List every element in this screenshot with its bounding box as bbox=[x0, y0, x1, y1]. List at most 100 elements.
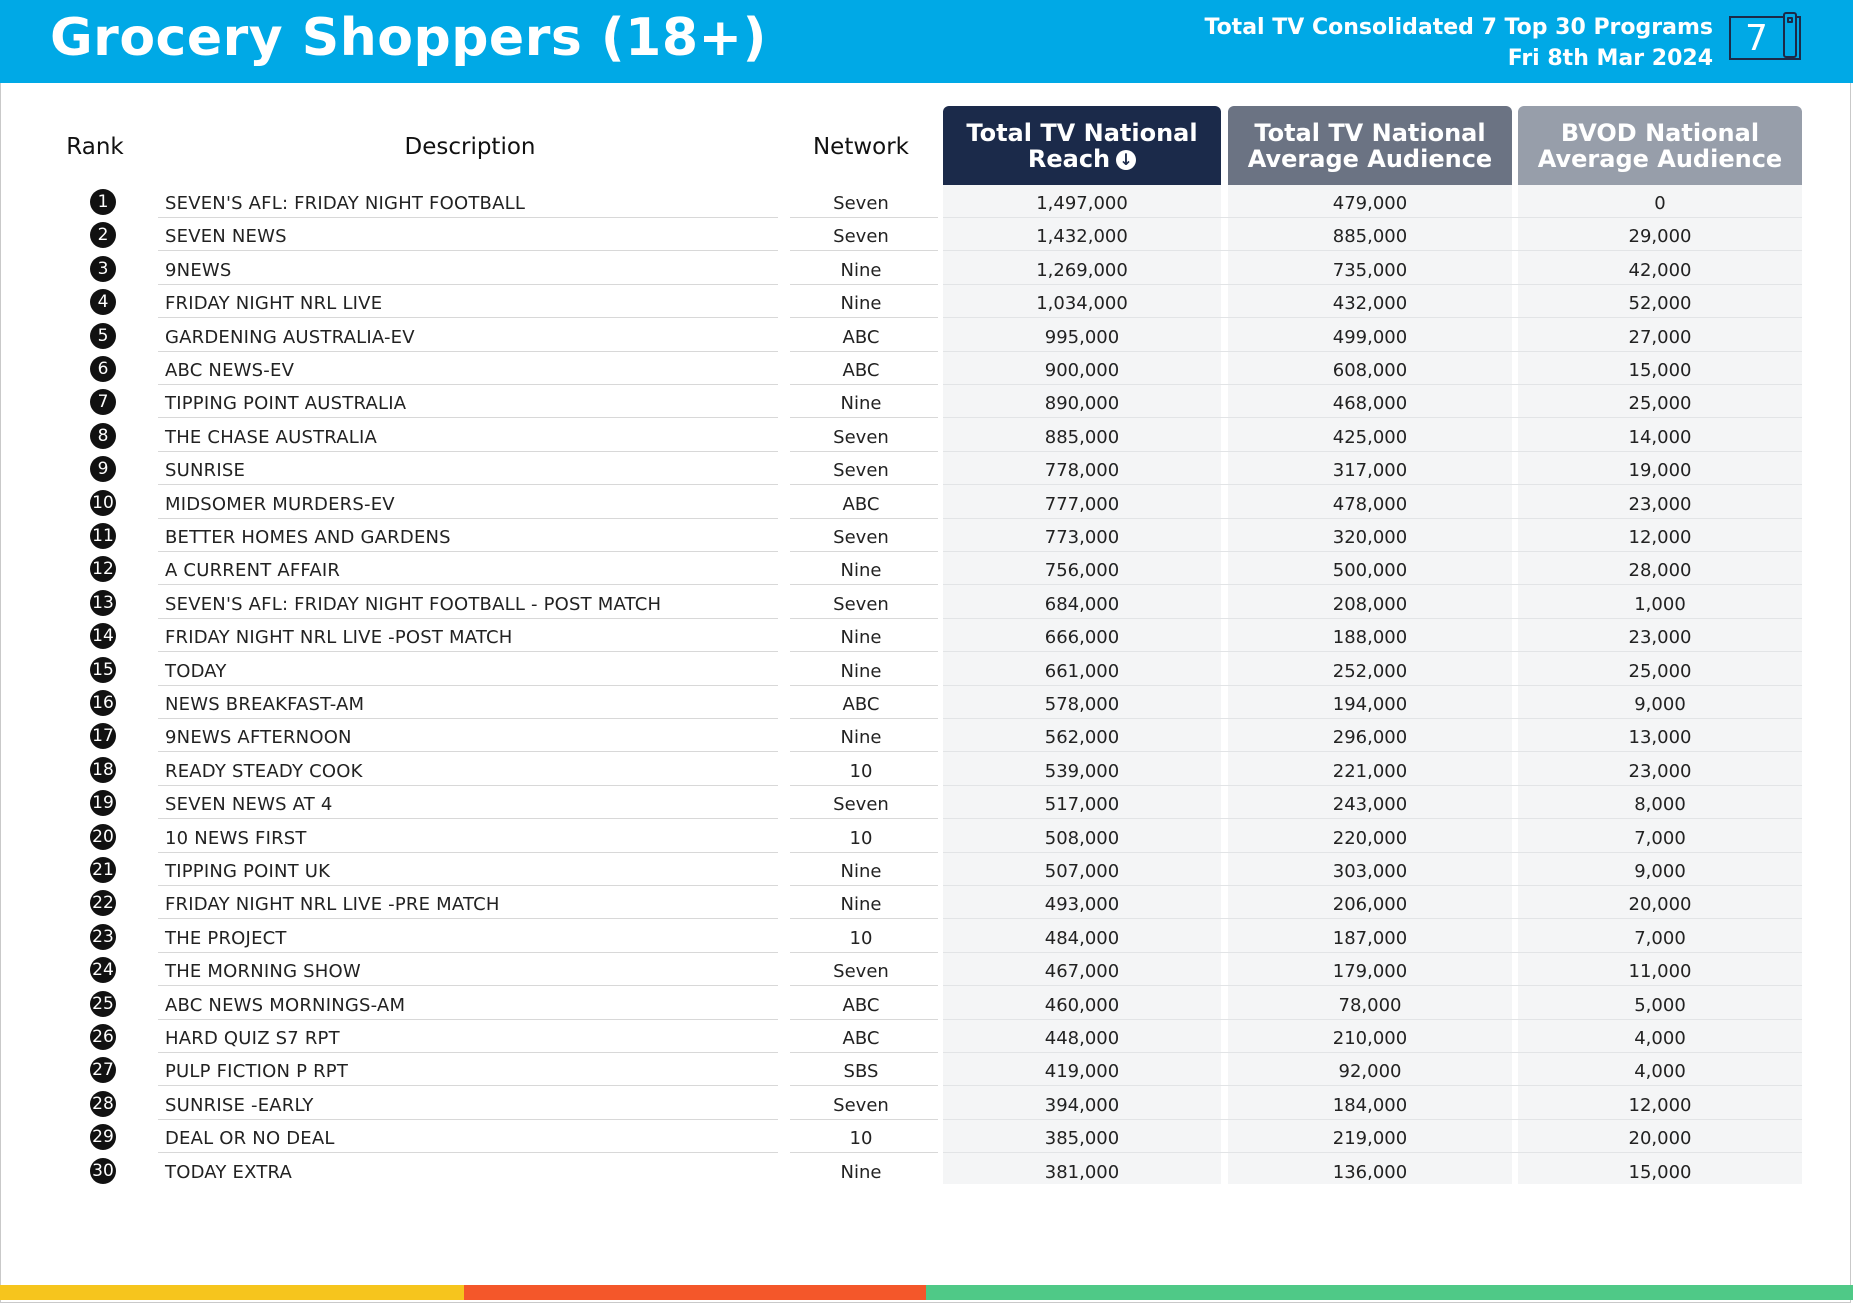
table-row[interactable]: 2 SEVEN NEWS Seven 1,432,000 885,000 29,000 bbox=[0, 218, 1853, 252]
table-row[interactable]: 13 SEVEN'S AFL: FRIDAY NIGHT FOOTBALL - P… bbox=[0, 586, 1853, 619]
program-network: Seven bbox=[833, 1094, 889, 1116]
program-network: Seven bbox=[833, 193, 889, 214]
row-divider bbox=[790, 484, 938, 486]
program-network: Nine bbox=[840, 627, 882, 649]
table-row[interactable]: 28 SUNRISE -EARLY Seven 394,000 184,000 12,00… bbox=[0, 1087, 1853, 1120]
avg-audience-value: 735,000 bbox=[1332, 259, 1408, 281]
table-row[interactable]: 9 SUNRISE Seven 778,000 317,000 19,000 bbox=[0, 452, 1853, 486]
program-description: DEAL OR NO DEAL bbox=[165, 1128, 335, 1150]
row-divider bbox=[158, 885, 778, 886]
avg-header-line2: Average Audience bbox=[1247, 144, 1493, 173]
reach-value: 508,000 bbox=[1044, 827, 1120, 849]
bvod-value: 15,000 bbox=[1628, 360, 1692, 381]
reach-value: 773,000 bbox=[1044, 527, 1120, 548]
row-divider bbox=[158, 617, 778, 619]
sort-down-icon[interactable]: ↓ bbox=[1116, 149, 1137, 170]
report-subtitle: Total TV Consolidated 7 Top 30 Programs … bbox=[1204, 12, 1713, 74]
bvod-value: 12,000 bbox=[1628, 1094, 1692, 1116]
bvod-value: 19,000 bbox=[1628, 460, 1692, 482]
row-divider bbox=[790, 1152, 938, 1154]
table-row[interactable]: 19 SEVEN NEWS AT 4 Seven 517,000 243,000 8,00… bbox=[0, 786, 1853, 820]
footer-bar-orange bbox=[464, 1285, 926, 1300]
bvod-value: 20,000 bbox=[1628, 1128, 1692, 1150]
row-divider bbox=[943, 517, 1802, 519]
reach-value: 890,000 bbox=[1044, 393, 1120, 415]
program-description: 9NEWS AFTERNOON bbox=[165, 727, 352, 749]
table-row[interactable]: 21 TIPPING POINT UK Nine 507,000 303,000 9,00… bbox=[0, 853, 1853, 886]
table-row[interactable]: 8 THE CHASE AUSTRALIA Seven 885,000 425,000 1… bbox=[0, 419, 1853, 452]
bvod-value: 23,000 bbox=[1628, 493, 1692, 515]
column-header-description[interactable]: Description bbox=[404, 134, 536, 160]
rank-badge: 25 bbox=[90, 990, 116, 1017]
program-description: SEVEN NEWS AT 4 bbox=[165, 794, 333, 816]
row-divider bbox=[943, 951, 1802, 953]
table-row[interactable]: 6 ABC NEWS-EV ABC 900,000 608,000 15,000 bbox=[0, 352, 1853, 385]
program-network: Seven bbox=[833, 426, 889, 448]
header-bar: Grocery Shoppers (18+) Total TV Consolid… bbox=[0, 0, 1853, 83]
rank-badge: 9 bbox=[90, 456, 116, 483]
avg-audience-value: 243,000 bbox=[1332, 794, 1408, 816]
table-row[interactable]: 20 10 NEWS FIRST 10 508,000 220,000 7,000 bbox=[0, 820, 1853, 853]
row-divider bbox=[943, 350, 1802, 352]
rank-badge: 26 bbox=[90, 1024, 116, 1050]
reach-value: 1,269,000 bbox=[1036, 259, 1128, 281]
row-divider bbox=[943, 1152, 1802, 1154]
reach-value: 684,000 bbox=[1044, 593, 1120, 615]
table-row[interactable]: 7 TIPPING POINT AUSTRALIA Nine 890,000 468,0… bbox=[0, 385, 1853, 419]
column-header-bvod[interactable]: BVOD National Average Audience bbox=[1518, 106, 1802, 185]
program-network: ABC bbox=[842, 994, 880, 1016]
column-header-avg-audience[interactable]: Total TV National Average Audience bbox=[1228, 106, 1512, 185]
reach-value: 756,000 bbox=[1044, 560, 1120, 582]
bvod-value: 11,000 bbox=[1628, 961, 1692, 983]
table-row[interactable]: 22 FRIDAY NIGHT NRL LIVE -PRE MATCH Nine 49… bbox=[0, 886, 1853, 920]
rank-badge: 8 bbox=[90, 422, 116, 449]
program-network: Nine bbox=[840, 894, 882, 916]
table-row[interactable]: 10 MIDSOMER MURDERS-EV ABC 777,000 478,000 23… bbox=[0, 486, 1853, 519]
row-divider bbox=[790, 784, 938, 786]
table-row[interactable]: 15 TODAY Nine 661,000 252,000 25,000 bbox=[0, 653, 1853, 686]
row-divider bbox=[790, 584, 938, 586]
table-row[interactable]: 14 FRIDAY NIGHT NRL LIVE -POST MATCH Nine 6… bbox=[0, 619, 1853, 653]
program-network: Nine bbox=[840, 560, 882, 582]
table-row[interactable]: 17 9NEWS AFTERNOON Nine 562,000 296,000 13,00… bbox=[0, 719, 1853, 753]
table-row[interactable]: 30 TODAY EXTRA Nine 381,000 136,000 15,000 bbox=[0, 1154, 1853, 1187]
avg-audience-value: 303,000 bbox=[1332, 861, 1408, 882]
row-divider bbox=[943, 1118, 1802, 1120]
table-row[interactable]: 23 THE PROJECT 10 484,000 187,000 7,000 bbox=[0, 920, 1853, 953]
row-divider bbox=[790, 1052, 938, 1053]
table-row[interactable]: 29 DEAL OR NO DEAL 10 385,000 219,000 20,000 bbox=[0, 1120, 1853, 1154]
program-description: SEVEN'S AFL: FRIDAY NIGHT FOOTBALL bbox=[165, 193, 526, 214]
table-row[interactable]: 24 THE MORNING SHOW Seven 467,000 179,000 11,… bbox=[0, 953, 1853, 987]
bvod-value: 8,000 bbox=[1634, 794, 1686, 816]
column-header-reach[interactable]: Total TV National Reach ↓ bbox=[943, 106, 1221, 185]
column-header-rank[interactable]: Rank bbox=[66, 134, 124, 160]
table-row[interactable]: 26 HARD QUIZ S7 RPT ABC 448,000 210,000 4,000 bbox=[0, 1020, 1853, 1053]
program-description: READY STEADY COOK bbox=[165, 760, 363, 782]
bvod-value: 0 bbox=[1654, 193, 1666, 214]
program-network: ABC bbox=[842, 493, 880, 515]
program-network: ABC bbox=[842, 694, 880, 715]
table-row[interactable]: 25 ABC NEWS MORNINGS-AM ABC 460,000 78,000 5,… bbox=[0, 987, 1853, 1020]
avg-audience-value: 184,000 bbox=[1332, 1094, 1408, 1116]
row-divider bbox=[943, 985, 1802, 987]
table-row[interactable]: 5 GARDENING AUSTRALIA-EV ABC 995,000 499,000… bbox=[0, 319, 1853, 352]
table-row[interactable]: 16 NEWS BREAKFAST-AM ABC 578,000 194,000 9,00… bbox=[0, 686, 1853, 719]
program-network: 10 bbox=[849, 927, 873, 949]
avg-audience-value: 78,000 bbox=[1338, 994, 1402, 1016]
program-description: FRIDAY NIGHT NRL LIVE bbox=[165, 293, 383, 315]
bvod-value: 25,000 bbox=[1628, 660, 1692, 682]
program-network: Nine bbox=[840, 727, 882, 749]
reach-header-line2: Reach bbox=[1027, 144, 1111, 173]
table-row[interactable]: 18 READY STEADY COOK 10 539,000 221,000 23,00… bbox=[0, 753, 1853, 786]
rank-badge: 11 bbox=[90, 523, 116, 549]
table-row[interactable]: 12 A CURRENT AFFAIR Nine 756,000 500,000 28,0… bbox=[0, 552, 1853, 586]
column-header-network[interactable]: Network bbox=[812, 134, 910, 160]
table-row[interactable]: 11 BETTER HOMES AND GARDENS Seven 773,000 32… bbox=[0, 519, 1853, 552]
table-row[interactable]: 1 SEVEN'S AFL: FRIDAY NIGHT FOOTBALL Seven… bbox=[0, 185, 1853, 218]
table-row[interactable]: 3 9NEWS Nine 1,269,000 735,000 42,000 bbox=[0, 252, 1853, 285]
avg-audience-value: 220,000 bbox=[1332, 827, 1408, 849]
bvod-value: 14,000 bbox=[1628, 426, 1692, 448]
table-row[interactable]: 4 FRIDAY NIGHT NRL LIVE Nine 1,034,000 432,0… bbox=[0, 285, 1853, 319]
bvod-value: 7,000 bbox=[1634, 927, 1686, 949]
table-row[interactable]: 27 PULP FICTION P RPT SBS 419,000 92,000 4,00… bbox=[0, 1053, 1853, 1087]
